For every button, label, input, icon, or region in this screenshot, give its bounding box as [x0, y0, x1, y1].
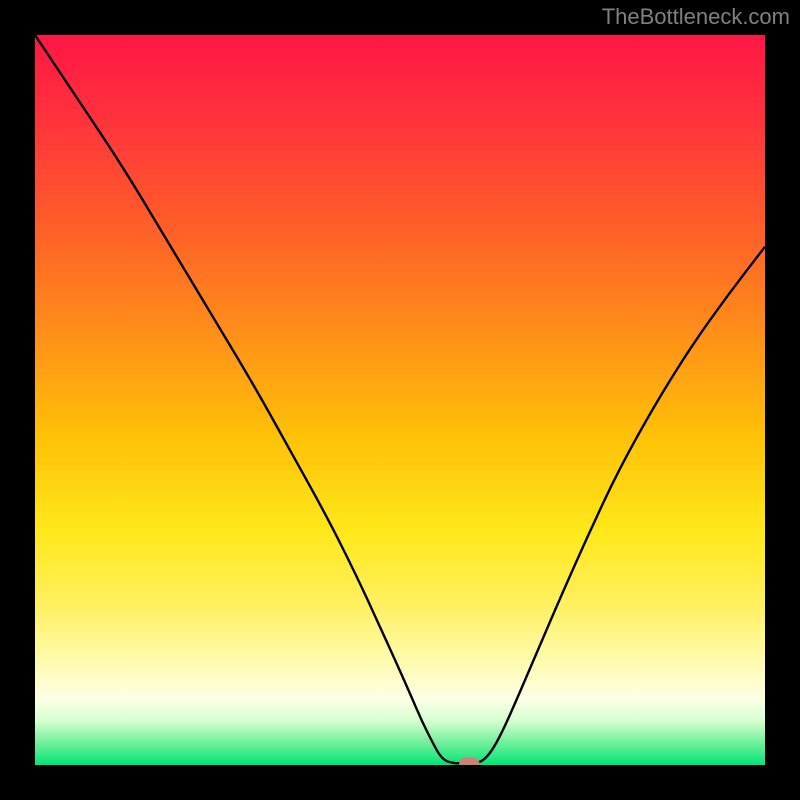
marker-layer — [35, 35, 765, 765]
optimum-marker — [459, 757, 479, 765]
chart-frame: TheBottleneck.com — [0, 0, 800, 800]
watermark-text: TheBottleneck.com — [602, 4, 790, 30]
plot-area — [35, 35, 765, 765]
